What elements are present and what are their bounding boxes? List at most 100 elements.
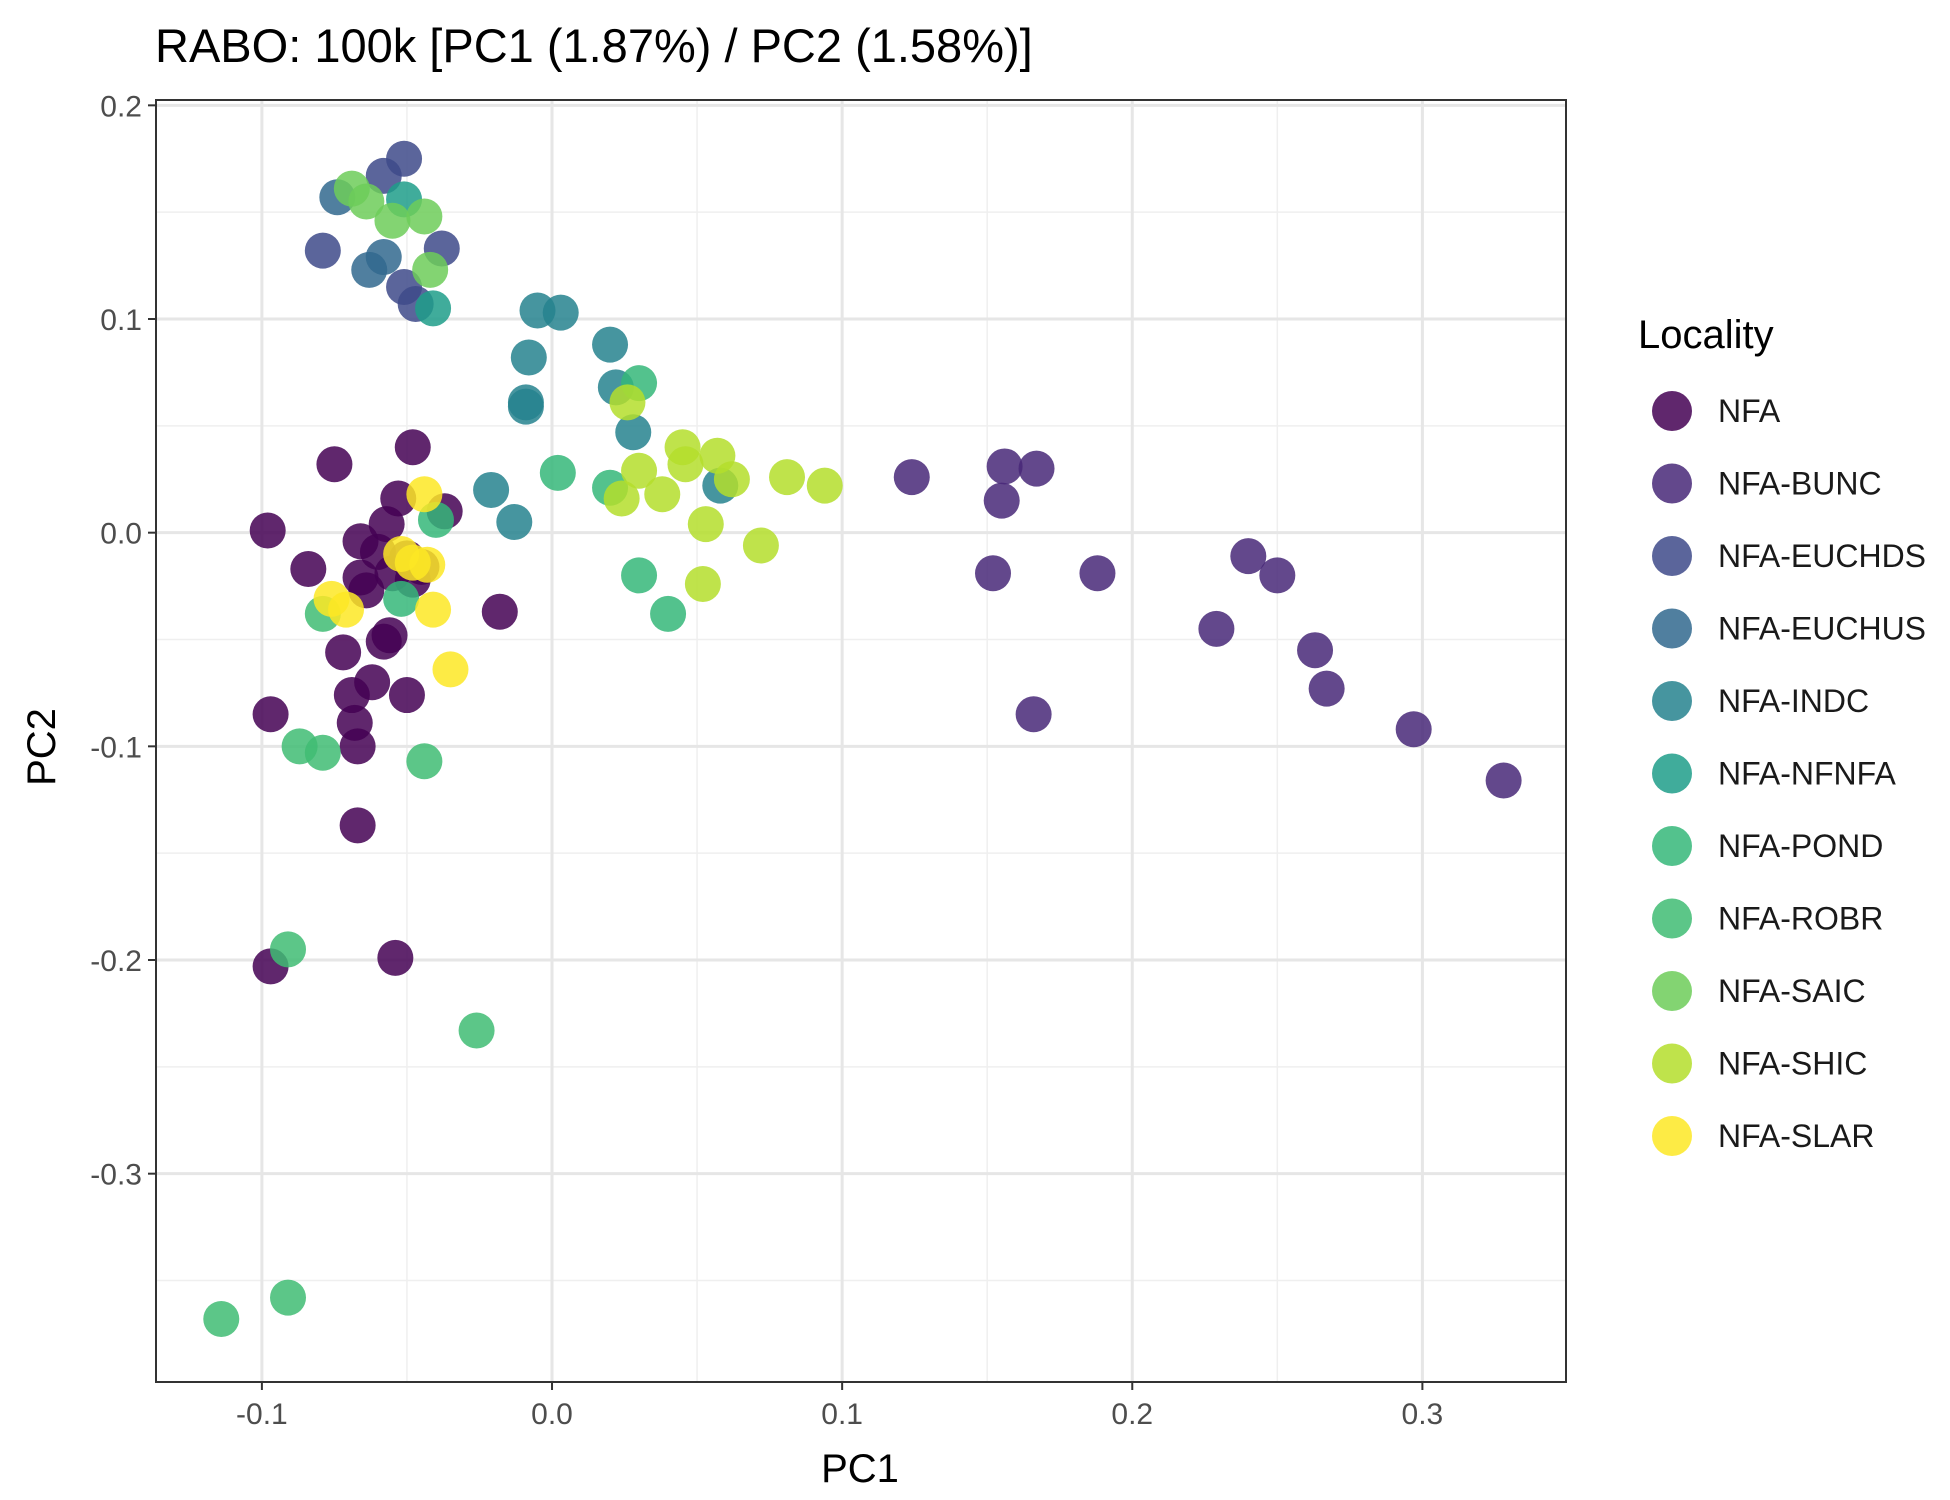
point-nfa-slar <box>328 591 365 628</box>
y-tick-label: -0.2 <box>90 945 142 978</box>
legend-label-nfa-bunc: NFA-BUNC <box>1718 466 1882 502</box>
point-nfa-bunc <box>1259 557 1296 594</box>
minor-gridlines <box>156 100 1566 1382</box>
point-nfa-robr <box>203 1300 240 1337</box>
legend-key-nfa-bunc <box>1652 463 1692 504</box>
point-nfa-euchds <box>365 157 402 194</box>
y-tick-label: 0.1 <box>100 304 142 337</box>
point-nfa-shic <box>609 384 646 421</box>
legend-label-nfa-robr: NFA-ROBR <box>1718 901 1883 937</box>
legend-key-nfa-euchds <box>1652 536 1692 576</box>
point-nfa-bunc <box>1015 696 1052 733</box>
legend-key-nfa-pond <box>1652 826 1692 866</box>
point-nfa-bunc <box>1230 538 1267 575</box>
point-nfa-shic <box>769 459 806 496</box>
point-nfa <box>481 593 518 630</box>
plot-panel-border <box>155 99 1567 1383</box>
point-nfa-bunc <box>1198 610 1235 647</box>
y-tick-label: 0.2 <box>100 90 142 123</box>
y-axis-ticks: -0.3 -0.2 -0.1 0.0 0.1 0.2 <box>90 90 156 1192</box>
legend-key-nfa-indc <box>1652 681 1692 721</box>
point-nfa-shic <box>684 565 721 602</box>
point-nfa-pond <box>650 595 687 632</box>
x-tick-label: 0.0 <box>531 1398 573 1431</box>
point-nfa-bunc <box>975 555 1012 592</box>
x-tick-label: 0.1 <box>821 1398 863 1431</box>
point-nfa-bunc <box>893 459 930 496</box>
point-nfa <box>394 429 431 466</box>
point-nfa-saic <box>406 198 443 235</box>
point-nfa <box>368 506 405 543</box>
point-nfa-euchus <box>365 239 402 276</box>
x-axis-ticks: -0.1 0.0 0.1 0.2 0.3 <box>236 1382 1443 1431</box>
point-nfa-saic <box>412 251 449 288</box>
y-tick-label: 0.0 <box>100 518 142 551</box>
point-nfa-shic <box>713 461 750 498</box>
point-nfa <box>339 728 376 765</box>
point-nfa-bunc <box>983 482 1020 519</box>
point-nfa-robr <box>270 931 307 968</box>
data-points <box>203 140 1522 1337</box>
point-nfa-indc <box>473 471 510 508</box>
legend-label-nfa-pond: NFA-POND <box>1718 828 1883 864</box>
point-nfa <box>371 617 408 654</box>
legend-label-nfa-nfnfa: NFA-NFNFA <box>1718 756 1896 792</box>
point-nfa-indc <box>510 339 547 376</box>
legend-key-nfa <box>1652 391 1692 431</box>
point-nfa-shic <box>687 506 724 543</box>
point-nfa-robr <box>270 1279 307 1316</box>
legend-label-nfa: NFA <box>1718 393 1781 429</box>
point-nfa <box>316 446 353 483</box>
x-tick-label: -0.1 <box>236 1398 288 1431</box>
point-nfa-indc <box>542 294 579 331</box>
chart-title: RABO: 100k [PC1 (1.87%) / PC2 (1.58%)] <box>155 19 1033 72</box>
y-axis-title: PC2 <box>20 708 64 786</box>
point-nfa-saic <box>348 183 385 220</box>
point-nfa-indc <box>615 414 652 451</box>
point-nfa <box>252 696 289 733</box>
point-nfa-bunc <box>986 448 1023 485</box>
point-nfa <box>377 939 414 976</box>
point-nfa-bunc <box>1018 450 1055 487</box>
legend-items: NFA NFA-BUNC NFA-EUCHDS NFA-EUCHUS NFA-INDC N… <box>1652 391 1926 1156</box>
point-nfa-shic <box>742 527 779 564</box>
point-nfa <box>325 634 362 671</box>
point-nfa-slar <box>432 651 469 688</box>
x-tick-label: 0.3 <box>1402 1398 1444 1431</box>
point-nfa-robr <box>458 1012 495 1049</box>
point-nfa-bunc <box>1485 762 1522 799</box>
x-axis-title: PC1 <box>821 1447 899 1491</box>
point-nfa-shic <box>603 480 640 517</box>
legend-key-nfa-euchus <box>1652 608 1692 649</box>
point-nfa-bunc <box>1297 632 1334 669</box>
point-nfa-saic <box>374 202 411 239</box>
point-nfa <box>249 512 286 549</box>
y-tick-label: -0.3 <box>90 1159 142 1192</box>
point-nfa-bunc <box>1395 711 1432 748</box>
legend-title: Locality <box>1638 313 1774 357</box>
point-nfa-shic <box>806 467 843 504</box>
point-nfa-slar <box>406 476 443 513</box>
legend-label-nfa-saic: NFA-SAIC <box>1718 973 1866 1009</box>
point-nfa-slar <box>415 591 452 628</box>
legend-key-nfa-saic <box>1652 971 1692 1011</box>
point-nfa <box>290 550 327 587</box>
legend-key-nfa-slar <box>1652 1116 1692 1156</box>
legend-label-nfa-shic: NFA-SHIC <box>1718 1046 1867 1082</box>
point-nfa-pond <box>383 580 420 617</box>
point-nfa <box>388 677 425 714</box>
point-nfa-slar <box>383 536 420 573</box>
point-nfa-euchds <box>304 232 341 269</box>
legend-key-nfa-shic <box>1652 1043 1692 1084</box>
legend-key-nfa-robr <box>1652 898 1692 939</box>
legend: Locality NFA NFA-BUNC NFA-EUCHDS NFA-EUCHUS… <box>1638 313 1926 1156</box>
legend-label-nfa-indc: NFA-INDC <box>1718 683 1869 719</box>
point-nfa-robr <box>406 743 443 780</box>
point-nfa-bunc <box>1308 670 1345 707</box>
y-tick-label: -0.1 <box>90 731 142 764</box>
legend-label-nfa-slar: NFA-SLAR <box>1718 1118 1874 1154</box>
legend-key-nfa-nfnfa <box>1652 753 1692 794</box>
point-nfa-robr <box>304 734 341 771</box>
point-nfa-shic <box>621 452 658 489</box>
